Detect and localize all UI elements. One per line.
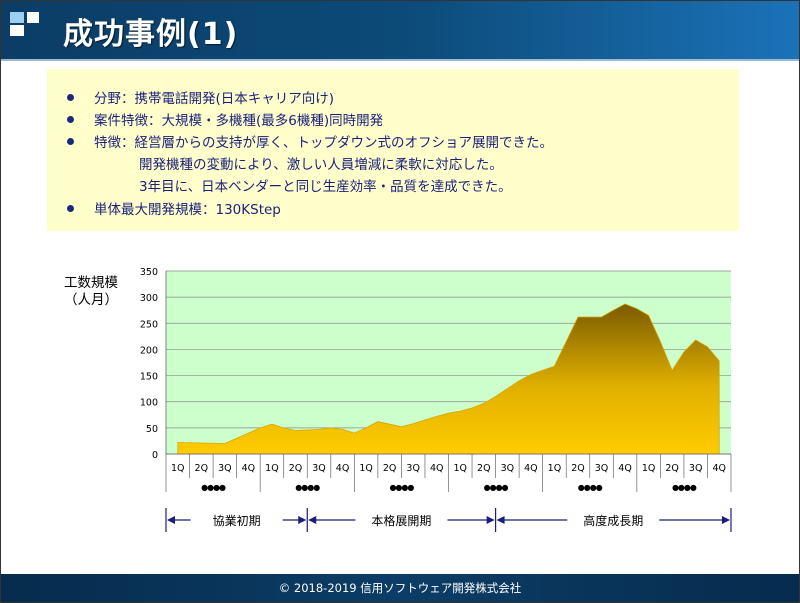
info-box: 分野：携帯電話開発(日本キャリア向け) 案件特徴：大規模・多機種(最多6機種)同… bbox=[47, 69, 739, 231]
arrow-right-icon bbox=[486, 516, 495, 524]
x-tick-label: 4Q bbox=[524, 463, 538, 474]
squares-logo-icon bbox=[8, 9, 42, 39]
x-tick-label: 2Q bbox=[195, 463, 209, 474]
arrow-left-icon bbox=[308, 516, 317, 524]
arrow-right-icon bbox=[722, 516, 730, 524]
x-tick-label: 1Q bbox=[265, 463, 279, 474]
phase-label: 協業初期 bbox=[213, 513, 261, 528]
x-tick-label: 4Q bbox=[618, 463, 632, 474]
year-label: ●●●● bbox=[201, 483, 226, 492]
info-line-traits-2: 開発機種の変動により、激しい人員増減に柔軟に対応した。 bbox=[139, 157, 503, 173]
x-tick-label: 1Q bbox=[548, 463, 562, 474]
info-line-field: 分野：携帯電話開発(日本キャリア向け) bbox=[94, 91, 335, 107]
bullet-icon bbox=[67, 138, 74, 145]
header-divider bbox=[1, 59, 799, 61]
copyright-text: © 2018-2019 信用ソフトウェア開発株式会社 bbox=[278, 581, 522, 595]
slide-header: 成功事例(1) bbox=[1, 1, 799, 59]
x-tick-label: 4Q bbox=[336, 463, 350, 474]
y-tick-label: 50 bbox=[146, 424, 158, 435]
bullet-icon bbox=[67, 116, 74, 123]
y-tick-label: 100 bbox=[140, 398, 158, 409]
x-tick-label: 3Q bbox=[312, 463, 326, 474]
effort-area-series bbox=[177, 303, 720, 455]
y-tick-label: 300 bbox=[140, 293, 158, 304]
y-tick-label: 350 bbox=[140, 267, 158, 278]
info-line-scale: 単体最大開発規模：130KStep bbox=[94, 202, 281, 218]
bullet-icon bbox=[67, 94, 74, 101]
x-tick-label: 1Q bbox=[359, 463, 373, 474]
x-tick-label: 4Q bbox=[712, 463, 726, 474]
x-tick-label: 2Q bbox=[665, 463, 679, 474]
x-tick-label: 3Q bbox=[501, 463, 515, 474]
year-label: ●●●● bbox=[672, 483, 697, 492]
arrow-left-icon bbox=[167, 516, 175, 524]
arrow-right-icon bbox=[298, 516, 307, 524]
info-line-traits-3: 3年目に、日本ベンダーと同じ生産効率・品質を達成できた。 bbox=[139, 179, 512, 195]
y-axis-label-line2: （人月） bbox=[64, 292, 118, 308]
y-tick-label: 200 bbox=[140, 345, 158, 356]
x-tick-label: 1Q bbox=[454, 463, 468, 474]
x-tick-label: 1Q bbox=[171, 463, 185, 474]
y-tick-label: 0 bbox=[152, 450, 158, 461]
x-tick-label: 1Q bbox=[642, 463, 656, 474]
y-axis-label-line1: 工数規模 bbox=[64, 275, 118, 291]
x-tick-label: 4Q bbox=[430, 463, 444, 474]
x-tick-label: 2Q bbox=[289, 463, 303, 474]
slide-footer: © 2018-2019 信用ソフトウェア開発株式会社 bbox=[1, 574, 799, 602]
phase-label: 本格展開期 bbox=[371, 513, 431, 528]
year-label: ●●●● bbox=[295, 483, 320, 492]
bullet-icon bbox=[67, 205, 74, 212]
x-tick-label: 3Q bbox=[689, 463, 703, 474]
x-tick-label: 3Q bbox=[218, 463, 232, 474]
year-label: ●●●● bbox=[484, 483, 509, 492]
x-tick-label: 2Q bbox=[571, 463, 585, 474]
x-tick-label: 3Q bbox=[406, 463, 420, 474]
year-label: ●●●● bbox=[578, 483, 603, 492]
info-line-features: 案件特徴：大規模・多機種(最多6機種)同時開発 bbox=[94, 113, 384, 129]
year-label: ●●●● bbox=[389, 483, 414, 492]
x-tick-label: 4Q bbox=[242, 463, 256, 474]
info-line-traits: 特徴：経営層からの支持が厚く、トップダウン式のオフショア展開できた。 bbox=[94, 135, 553, 151]
slide-title: 成功事例(1) bbox=[63, 17, 239, 52]
y-tick-label: 150 bbox=[140, 372, 158, 383]
phase-label: 高度成長期 bbox=[583, 513, 643, 528]
x-tick-label: 3Q bbox=[595, 463, 609, 474]
x-tick-label: 2Q bbox=[383, 463, 397, 474]
y-tick-label: 250 bbox=[140, 319, 158, 330]
x-tick-label: 2Q bbox=[477, 463, 491, 474]
arrow-left-icon bbox=[496, 516, 505, 524]
